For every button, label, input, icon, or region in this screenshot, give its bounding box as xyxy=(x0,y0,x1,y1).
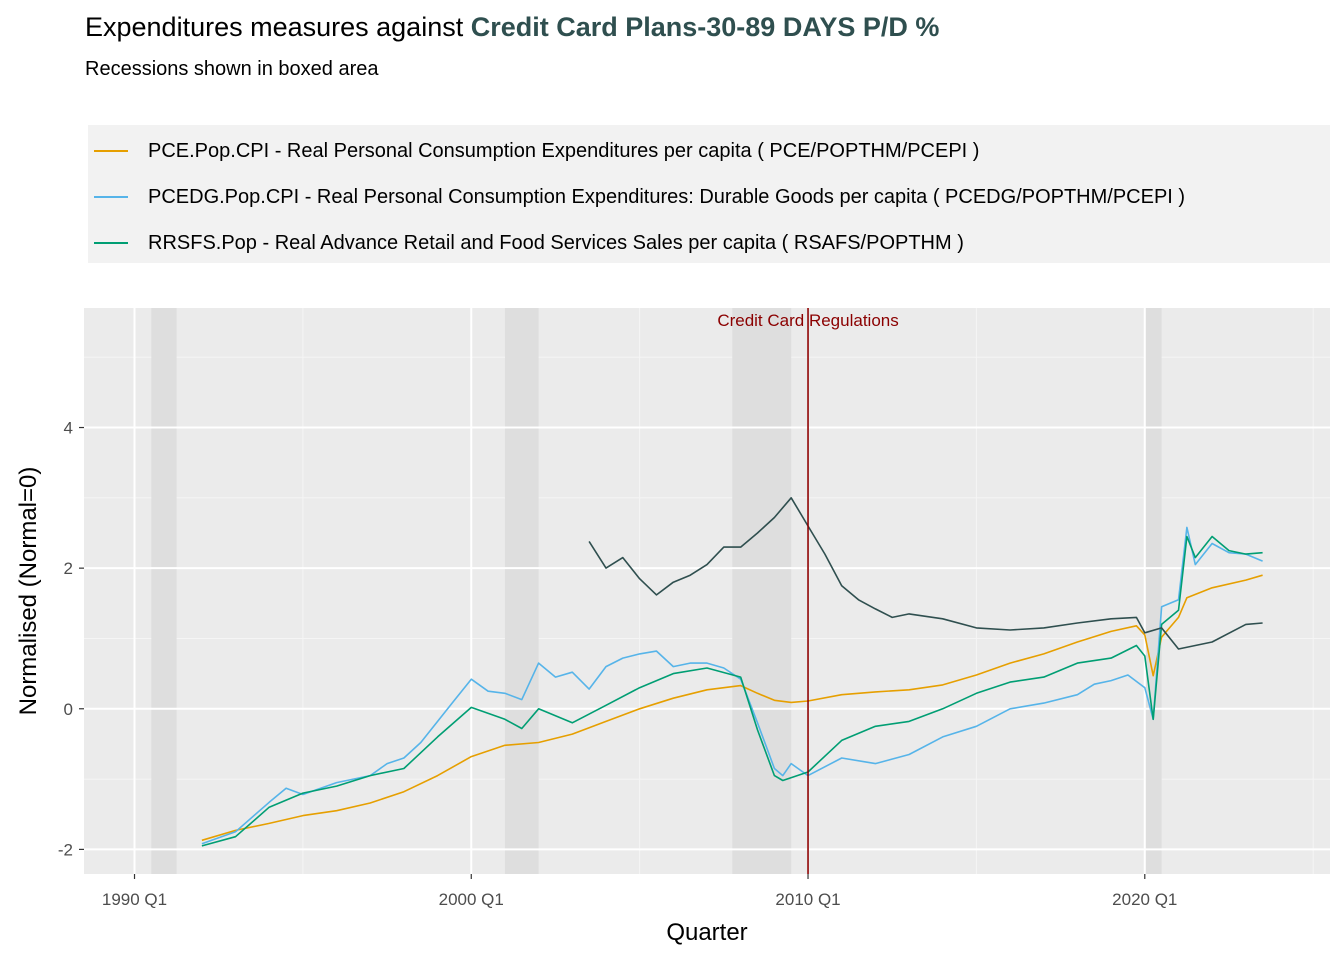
legend-key-rrsfs xyxy=(94,242,128,244)
x-tick-label-0: 1990 Q1 xyxy=(102,890,167,909)
series-line-1 xyxy=(201,526,1263,845)
legend: PCE.Pop.CPI - Real Personal Consumption … xyxy=(88,125,1330,263)
series-line-3 xyxy=(588,497,1263,650)
legend-item-pce: PCE.Pop.CPI - Real Personal Consumption … xyxy=(88,139,1328,163)
legend-item-pcedg: PCEDG.Pop.CPI - Real Personal Consumptio… xyxy=(88,185,1328,209)
recession-band-1 xyxy=(504,308,539,874)
legend-label-pcedg: PCEDG.Pop.CPI - Real Personal Consumptio… xyxy=(148,186,1186,208)
x-tick-label-2: 2010 Q1 xyxy=(775,890,840,909)
recession-band-0 xyxy=(151,308,177,874)
legend-key-pcedg xyxy=(94,196,128,198)
recession-band-3 xyxy=(1144,308,1162,874)
y-tick-label-1: 0 xyxy=(64,700,73,719)
series-line-0 xyxy=(201,574,1263,842)
y-axis-title: Normalised (Normal=0) xyxy=(15,467,42,716)
legend-label-pce: PCE.Pop.CPI - Real Personal Consumption … xyxy=(148,140,980,162)
y-tick-label-3: 4 xyxy=(64,419,73,438)
series-line-2 xyxy=(201,535,1263,847)
legend-item-rrsfs: RRSFS.Pop - Real Advance Retail and Food… xyxy=(88,231,1328,255)
x-tick-label-1: 2000 Q1 xyxy=(439,890,504,909)
chart-title-prefix: Expenditures measures against xyxy=(85,12,471,42)
x-tick-label-3: 2020 Q1 xyxy=(1112,890,1177,909)
legend-key-pce xyxy=(94,150,128,152)
chart-subtitle: Recessions shown in boxed area xyxy=(85,58,379,80)
y-tick-label-0: -2 xyxy=(58,840,73,859)
y-tick-label-2: 2 xyxy=(64,559,73,578)
chart-title-accent: Credit Card Plans-30-89 DAYS P/D % xyxy=(470,12,940,42)
regulation-label: Credit Card Regulations xyxy=(717,311,898,330)
recession-band-2 xyxy=(732,308,792,874)
plot-panel xyxy=(84,308,1330,874)
legend-label-rrsfs: RRSFS.Pop - Real Advance Retail and Food… xyxy=(148,232,964,254)
chart-title: Expenditures measures against Credit Car… xyxy=(85,12,939,43)
x-axis-title: Quarter xyxy=(666,919,747,946)
